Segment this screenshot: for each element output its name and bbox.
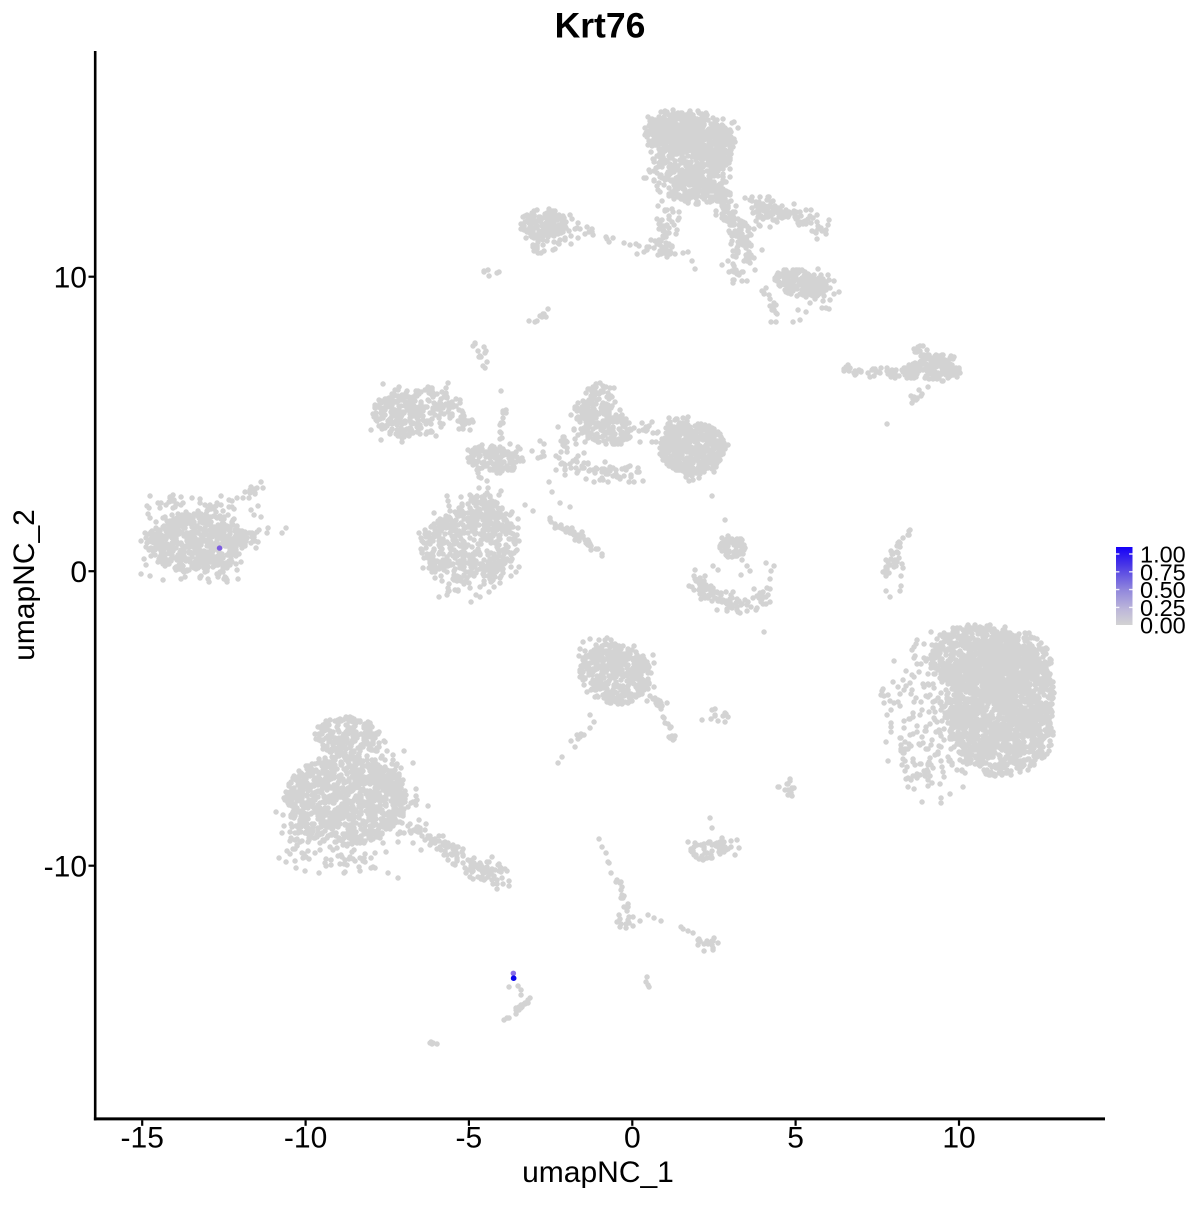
svg-text:umapNC_1: umapNC_1 [522, 1156, 674, 1189]
svg-text:-5: -5 [456, 1122, 483, 1155]
svg-text:5: 5 [787, 1122, 804, 1155]
svg-text:0.25: 0.25 [1140, 595, 1186, 621]
svg-text:0.75: 0.75 [1140, 559, 1186, 585]
svg-text:10: 10 [942, 1122, 975, 1155]
svg-text:0.50: 0.50 [1140, 577, 1186, 603]
svg-text:10: 10 [54, 262, 87, 295]
svg-text:Krt76: Krt76 [555, 6, 646, 46]
svg-text:0: 0 [624, 1122, 641, 1155]
svg-text:1.00: 1.00 [1140, 542, 1186, 568]
svg-text:-10: -10 [284, 1122, 327, 1155]
svg-text:0: 0 [70, 556, 87, 589]
svg-text:umapNC_2: umapNC_2 [8, 509, 41, 661]
svg-text:-15: -15 [121, 1122, 164, 1155]
svg-text:0.00: 0.00 [1140, 613, 1186, 639]
svg-text:-10: -10 [44, 851, 87, 884]
